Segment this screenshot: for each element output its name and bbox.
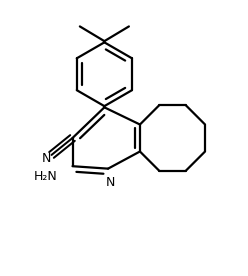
Text: N: N xyxy=(106,176,115,189)
Text: H₂N: H₂N xyxy=(34,169,58,182)
Text: N: N xyxy=(42,152,51,165)
